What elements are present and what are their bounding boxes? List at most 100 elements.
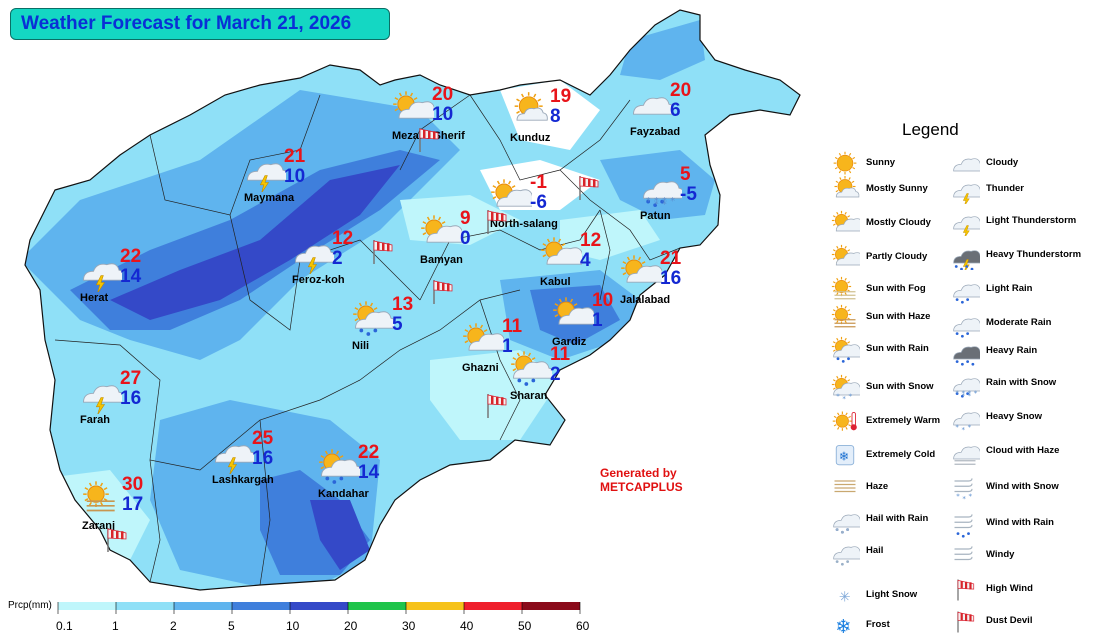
city-gardiz: 10 1 Gardiz	[552, 290, 662, 360]
light-thunderstorm-icon	[295, 245, 334, 274]
heavy-snow-icon: * * *	[953, 412, 980, 432]
city-name: Fayzabad	[630, 126, 681, 138]
legend-item-heavy-snow: * * * Heavy Snow	[944, 402, 1084, 432]
sun-with-rain-icon	[353, 301, 394, 336]
legend-label: Frost	[866, 619, 890, 630]
legend-label: Moderate Rain	[986, 317, 1052, 328]
max-temp: 30	[122, 474, 144, 495]
min-temp: 10	[284, 166, 306, 187]
min-temp: 14	[358, 462, 380, 483]
colorbar-tick-label: 10	[286, 619, 300, 633]
legend-item-windy: Windy	[944, 540, 1084, 570]
high-wind-icon	[433, 280, 453, 304]
svg-text:*: *	[956, 493, 960, 501]
city-name: Patun	[640, 210, 671, 222]
min-temp: 2	[550, 364, 561, 385]
city-maymana: 21 10 Maymana	[244, 146, 354, 216]
city-name: Lashkargah	[212, 474, 274, 486]
colorbar-segment	[348, 602, 406, 610]
high-wind-icon	[419, 128, 439, 152]
max-temp: 20	[432, 84, 454, 105]
legend-item-cloudy: Cloudy	[944, 148, 1084, 178]
svg-text:❄: ❄	[835, 615, 851, 637]
light-thunderstorm-icon	[953, 216, 980, 236]
legend-item-frost: ❄ Frost	[824, 610, 964, 637]
thunder-icon	[953, 184, 980, 204]
high-wind-icon	[373, 240, 393, 264]
legend-label: Haze	[866, 481, 889, 492]
max-temp: 13	[392, 294, 414, 315]
legend-item-mostly-sunny: Mostly Sunny	[824, 174, 964, 204]
generated-by-line2: METCAPPLUS	[600, 480, 683, 494]
city-sharan: 11 2 Sharan	[510, 344, 620, 414]
city-kabul: 12 4 Kabul	[540, 230, 650, 300]
partly-cloudy-icon	[831, 244, 860, 266]
legend-label: Hail	[866, 545, 884, 556]
legend-label: Thunder	[986, 183, 1024, 194]
city-name: Sharan	[510, 390, 548, 402]
legend-label: Sun with Rain	[866, 343, 929, 354]
legend-item-mostly-cloudy: Mostly Cloudy	[824, 208, 964, 238]
city-name: Nili	[352, 340, 370, 352]
legend-label: Wind with Rain	[986, 517, 1054, 528]
max-temp: 21	[284, 146, 306, 167]
city-name: Kandahar	[318, 488, 369, 500]
min-temp: 10	[432, 104, 454, 125]
city-name: Bamyan	[420, 254, 463, 266]
city-name: Feroz-koh	[292, 274, 345, 286]
legend-item-heavy-rain: Heavy Rain	[944, 336, 1084, 366]
light-thunderstorm-icon	[83, 263, 122, 292]
high-wind-icon	[107, 528, 127, 552]
svg-text:*: *	[962, 392, 966, 398]
legend-item-high-wind: High Wind	[944, 574, 1084, 604]
partly-cloudy-icon	[541, 237, 582, 265]
legend-label: Sunny	[866, 157, 896, 168]
mostly-sunny-icon	[514, 92, 548, 121]
city-name: Ghazni	[462, 362, 499, 374]
legend-label: Hail with Rain	[866, 513, 929, 524]
high-wind-icon	[487, 394, 507, 418]
sun-with-snow-icon: * * *	[831, 374, 860, 402]
cloudy-icon	[633, 97, 672, 115]
colorbar-tick-label: 2	[170, 619, 177, 633]
high-wind-icon	[957, 579, 975, 601]
mostly-sunny-icon	[834, 176, 860, 198]
city-name: Herat	[80, 292, 109, 304]
windy-icon	[954, 546, 973, 561]
sun-with-rain-icon	[319, 449, 360, 484]
max-temp: 11	[502, 316, 523, 337]
svg-text:*: *	[842, 395, 846, 402]
min-temp: -6	[530, 192, 547, 213]
city-name: Farah	[80, 414, 110, 426]
hail-icon	[833, 546, 860, 566]
legend-item-extremely-cold: ❄ Extremely Cold	[824, 440, 964, 470]
legend-item-sun-with-haze: Sun with Haze	[824, 302, 964, 332]
legend-label: Light Snow	[866, 589, 918, 600]
legend-item-light-snow: ✳ Light Snow	[824, 580, 964, 610]
min-temp: 6	[670, 100, 681, 121]
max-temp: 12	[580, 230, 602, 251]
city-farah: 27 16 Farah	[80, 368, 190, 438]
colorbar-tick-label: 5	[228, 619, 235, 633]
partly-cloudy-icon	[421, 215, 462, 243]
svg-text:*: *	[962, 389, 966, 397]
haze-icon	[834, 480, 856, 493]
high-wind-icon	[579, 176, 599, 200]
max-temp: 27	[120, 368, 142, 389]
svg-text:*: *	[968, 423, 972, 431]
colorbar-tick-label: 50	[518, 619, 532, 633]
city-bamyan: 9 0 Bamyan	[420, 208, 530, 278]
colorbar-label: Prcp(mm)	[8, 600, 52, 611]
sun-with-rain-icon	[511, 351, 552, 386]
city-jalalabad: 21 16 Jalalabad	[620, 248, 730, 318]
min-temp: 1	[502, 336, 513, 357]
colorbar-segment	[116, 602, 174, 610]
city-name: Maymana	[244, 192, 295, 204]
legend-label: Light Rain	[986, 283, 1033, 294]
legend-item-sun-with-fog: Sun with Fog	[824, 274, 964, 304]
city-name: Kabul	[540, 276, 571, 288]
svg-text:*: *	[968, 392, 972, 398]
svg-text:*: *	[955, 389, 959, 397]
legend-label: Light Thunderstorm	[986, 215, 1077, 226]
svg-text:✳: ✳	[839, 589, 851, 605]
